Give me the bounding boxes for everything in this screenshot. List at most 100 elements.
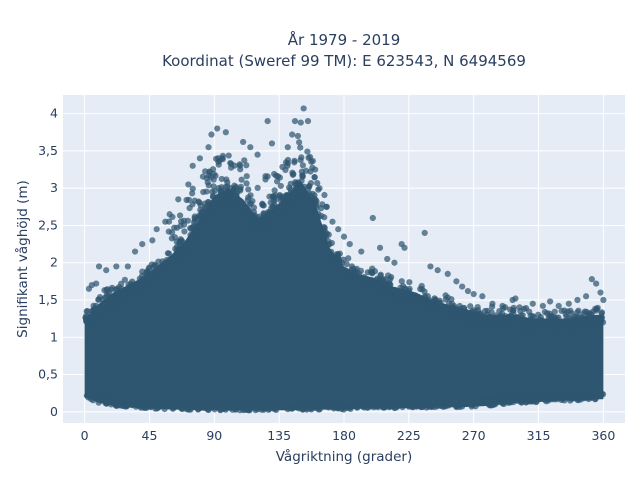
scatter-point: [211, 187, 219, 195]
scatter-point: [189, 190, 196, 197]
scatter-point: [99, 395, 106, 402]
scatter-point: [391, 404, 398, 411]
scatter-point: [108, 396, 115, 403]
scatter-point: [526, 308, 533, 315]
scatter-point: [460, 316, 467, 323]
scatter-point: [131, 248, 139, 255]
scatter-point: [217, 405, 224, 412]
scatter-point: [245, 194, 252, 201]
scatter-point: [166, 211, 173, 218]
scatter-point: [586, 321, 594, 328]
scatter-point: [155, 268, 163, 276]
scatter-point: [162, 269, 169, 276]
scatter-point: [211, 200, 218, 207]
scatter-point: [287, 402, 294, 409]
scatter-point: [210, 183, 217, 190]
scatter-point: [482, 307, 489, 315]
scatter-point: [267, 224, 275, 231]
scatter-point: [246, 407, 253, 414]
scatter-point: [272, 216, 280, 223]
scatter-point: [385, 272, 392, 279]
scatter-point: [535, 311, 542, 318]
scatter-point: [155, 401, 163, 408]
scatter-point: [118, 398, 126, 405]
scatter-point: [543, 398, 550, 405]
scatter-point: [236, 407, 244, 414]
scatter-point: [143, 404, 150, 411]
scatter-point: [302, 167, 310, 174]
scatter-point: [349, 400, 356, 408]
scatter-point: [297, 157, 304, 164]
x-tick-label: 270: [462, 428, 486, 443]
scatter-point: [195, 406, 202, 413]
scatter-point: [377, 279, 384, 287]
scatter-point: [205, 144, 212, 151]
scatter-point: [291, 157, 298, 164]
scatter-point: [481, 397, 488, 405]
scatter-point: [222, 406, 229, 413]
scatter-point: [224, 189, 231, 196]
scatter-point: [202, 168, 209, 175]
scatter-point: [317, 205, 325, 212]
scatter-point: [205, 406, 212, 414]
scatter-point: [467, 303, 474, 310]
scatter-point: [139, 240, 146, 248]
scatter-point: [389, 295, 397, 302]
scatter-point: [384, 255, 391, 263]
scatter-point: [527, 316, 535, 323]
scatter-point: [297, 119, 304, 126]
scatter-point: [243, 162, 250, 169]
scatter-point: [109, 299, 116, 306]
scatter-point: [391, 259, 398, 266]
scatter-point: [592, 395, 599, 403]
scatter-point: [333, 267, 340, 274]
scatter-point: [594, 321, 601, 328]
scatter-point: [321, 227, 328, 234]
y-ticks: 0 0,5 1 1,5 2 2,5 3 3,5 4: [38, 106, 58, 419]
scatter-point: [247, 144, 254, 151]
scatter-point: [249, 213, 256, 220]
scatter-point: [538, 317, 545, 324]
scatter-point: [159, 258, 166, 265]
scatter-point: [252, 407, 259, 414]
scatter-point: [325, 401, 332, 408]
scatter-point: [503, 323, 510, 330]
scatter-point: [279, 163, 286, 171]
scatter-point: [348, 263, 356, 270]
scatter-point: [482, 327, 490, 334]
scatter-point: [597, 289, 604, 296]
scatter-point: [279, 195, 287, 202]
scatter-point: [168, 235, 175, 242]
scatter-point: [86, 315, 93, 322]
scatter-point: [568, 323, 575, 330]
scatter-point: [158, 263, 165, 270]
scatter-point: [380, 400, 388, 407]
scatter-point: [153, 226, 160, 233]
scatter-point: [489, 300, 496, 307]
scatter-point: [304, 117, 312, 125]
scatter-point: [136, 275, 143, 282]
scatter-point: [337, 264, 344, 271]
scatter-point: [567, 307, 574, 314]
scatter-point: [133, 285, 141, 293]
scatter-point: [395, 301, 402, 308]
scatter-point: [271, 170, 278, 178]
scatter-point: [176, 212, 184, 219]
scatter-point: [329, 218, 336, 225]
points-layer: [82, 105, 607, 414]
scatter-point: [518, 312, 525, 319]
x-tick-label: 315: [527, 428, 551, 443]
scatter-point: [508, 314, 515, 321]
scatter-point: [546, 318, 553, 325]
scatter-point: [321, 214, 328, 221]
scatter-point: [314, 402, 321, 410]
scatter-point: [358, 248, 365, 255]
scatter-point: [104, 292, 112, 299]
scatter-point: [559, 326, 567, 333]
scatter-point: [548, 396, 555, 403]
scatter-point: [305, 190, 313, 197]
scatter-point: [176, 402, 183, 409]
scatter-point: [282, 159, 290, 166]
scatter-point: [287, 180, 294, 187]
scatter-point: [599, 319, 607, 326]
